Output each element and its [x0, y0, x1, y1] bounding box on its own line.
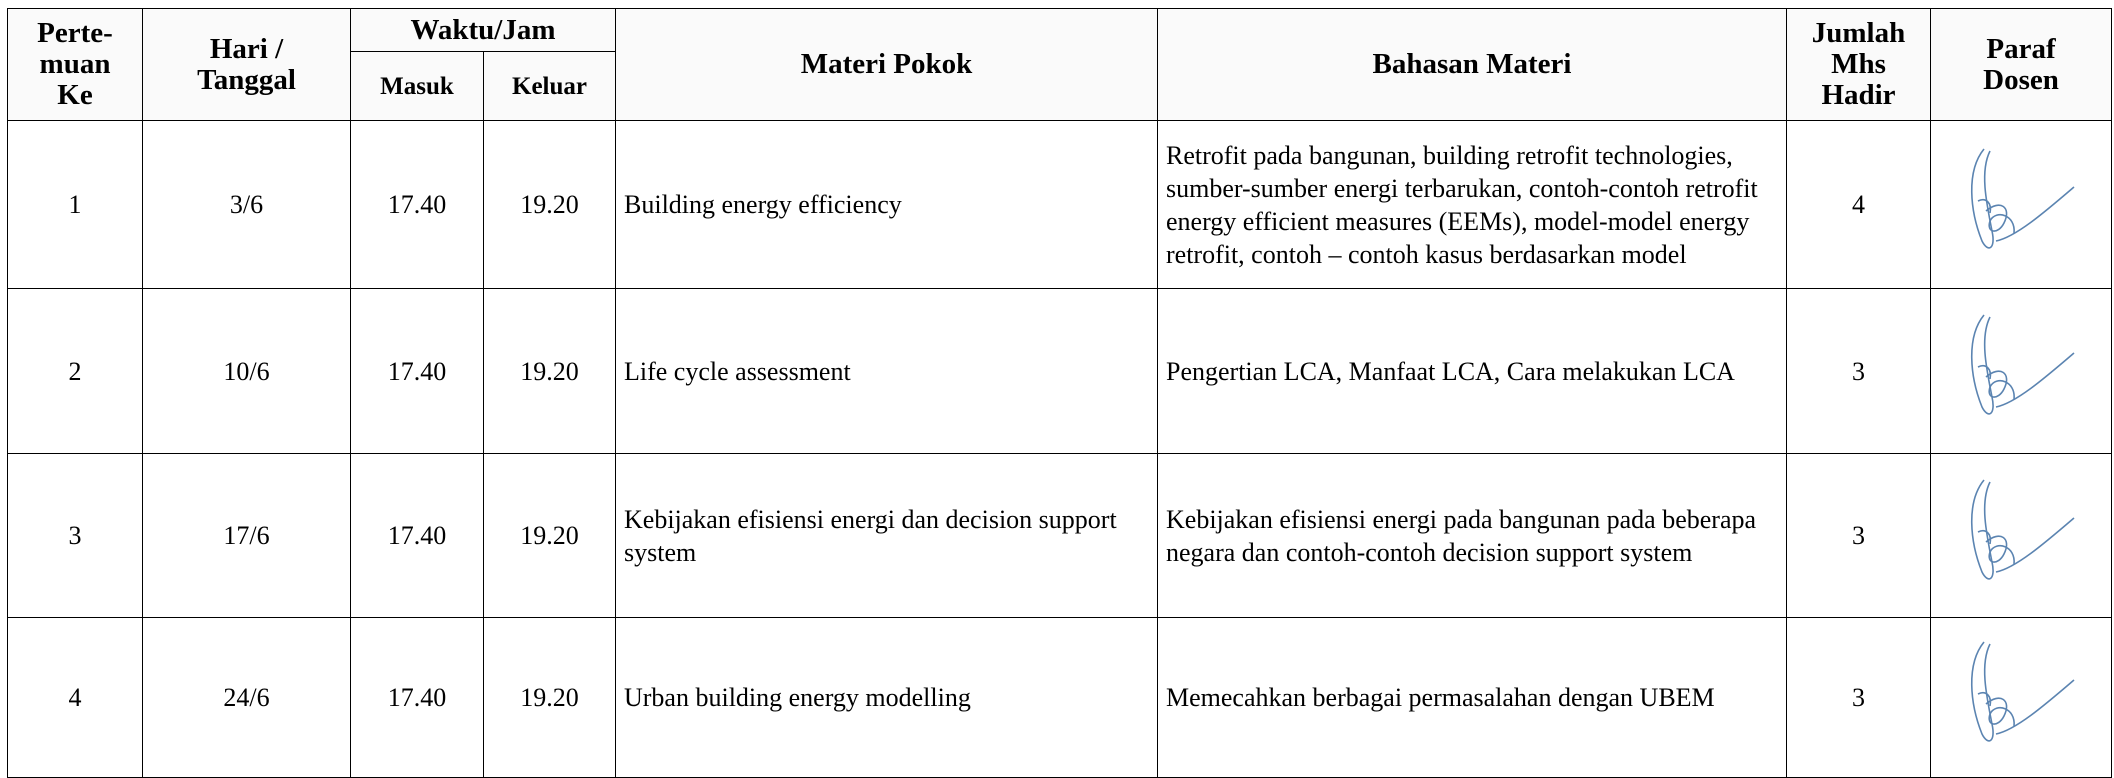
table-cell: Kebijakan efisiensi energi dan decision … [615, 453, 1158, 618]
table-cell: 1 [7, 120, 143, 289]
header-cell: Bahasan Materi [1157, 8, 1787, 121]
header-cell: Masuk [350, 51, 484, 121]
table-cell: 3 [1786, 453, 1931, 618]
signature-cell [1930, 617, 2112, 778]
table-cell: 17.40 [350, 453, 484, 618]
signature [1970, 147, 2075, 249]
table-cell: 2 [7, 288, 143, 454]
table-cell: 10/6 [142, 288, 351, 454]
table-cell: 3/6 [142, 120, 351, 289]
table-cell: Pengertian LCA, Manfaat LCA, Cara melaku… [1157, 288, 1787, 454]
table-cell: 4 [7, 617, 143, 778]
header-cell: Waktu/Jam [350, 8, 616, 52]
table-cell: 19.20 [483, 120, 616, 289]
header-cell: Hari / Tanggal [142, 8, 351, 121]
table-cell: 17.40 [350, 617, 484, 778]
signature-cell [1930, 288, 2112, 454]
table-cell: 17.40 [350, 120, 484, 289]
table-cell: Life cycle assessment [615, 288, 1158, 454]
table-row: 4 24/6 17.40 19.20 Urban building energy mod… [7, 617, 2112, 778]
table-cell: 17/6 [142, 453, 351, 618]
header-cell: Jumlah Mhs Hadir [1786, 8, 1931, 121]
header-cell: Perte- muan Ke [7, 8, 143, 121]
table-cell: 19.20 [483, 617, 616, 778]
table-row: 2 10/6 17.40 19.20 Life cycle assessment Peng… [7, 288, 2112, 454]
table-cell: 3 [1786, 617, 1931, 778]
table-cell: 19.20 [483, 288, 616, 454]
table-row: 3 17/6 17.40 19.20 Kebijakan efisiensi energ… [7, 453, 2112, 618]
table-cell: Building energy efficiency [615, 120, 1158, 289]
table-cell: 19.20 [483, 453, 616, 618]
header-cell: Paraf Dosen [1930, 8, 2112, 121]
signature [1970, 478, 2075, 580]
table-cell: 24/6 [142, 617, 351, 778]
signature [1970, 314, 2075, 415]
table-cell: 3 [7, 453, 143, 618]
signature-cell [1930, 120, 2112, 289]
table-cell: 17.40 [350, 288, 484, 454]
table-cell: Kebijakan efisiensi energi pada bangunan… [1157, 453, 1787, 618]
table-body: 1 3/6 17.40 19.20 Building energy efficiency… [7, 120, 2112, 778]
table-cell: Retrofit pada bangunan, building retrofi… [1157, 120, 1787, 289]
attendance-table: Perte- muan Ke Hari / Tanggal Waktu/Jam … [7, 8, 2112, 778]
signature [1970, 640, 2075, 742]
signature-cell [1930, 453, 2112, 618]
table-row: 1 3/6 17.40 19.20 Building energy efficiency… [7, 120, 2112, 289]
table-cell: Urban building energy modelling [615, 617, 1158, 778]
header-cell: Keluar [483, 51, 616, 121]
header-cell: Materi Pokok [615, 8, 1158, 121]
table-cell: 3 [1786, 288, 1931, 454]
table-cell: 4 [1786, 120, 1931, 289]
table-cell: Memecahkan berbagai permasalahan dengan … [1157, 617, 1787, 778]
